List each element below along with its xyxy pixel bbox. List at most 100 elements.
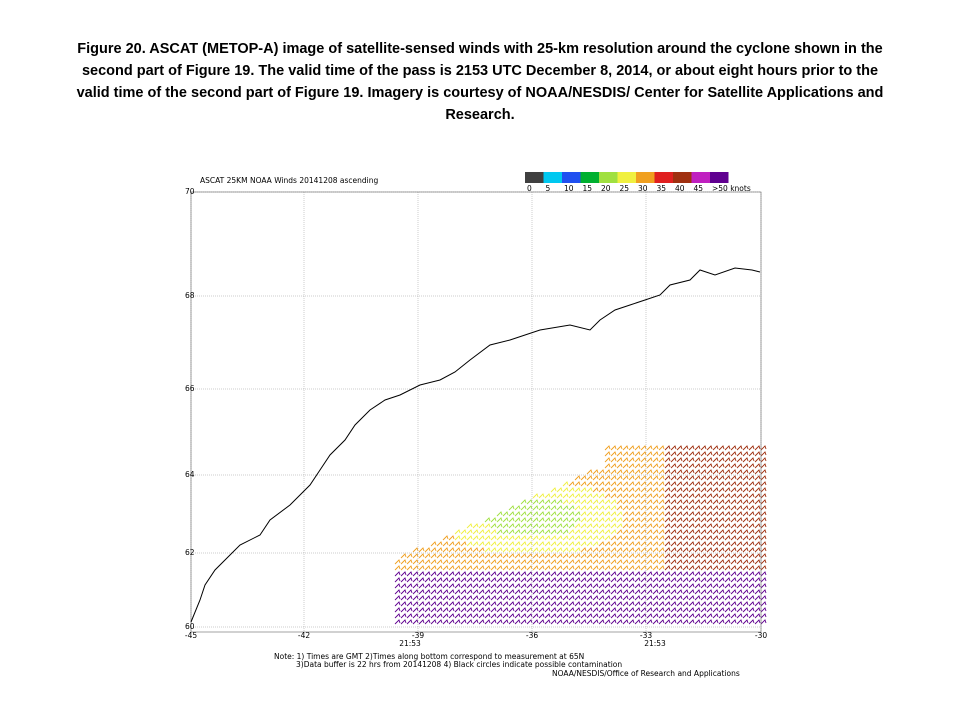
wind-barb — [646, 517, 653, 523]
wind-barb — [562, 541, 569, 547]
wind-barb — [700, 445, 707, 451]
wind-barb — [430, 589, 437, 595]
wind-barb — [694, 517, 701, 523]
wind-barb — [646, 499, 653, 505]
wind-barb — [730, 559, 737, 565]
wind-barb — [706, 613, 713, 619]
wind-barb — [736, 451, 743, 457]
wind-barb — [502, 565, 509, 571]
wind-barb — [760, 547, 767, 553]
wind-barb — [682, 463, 689, 469]
wind-barb — [526, 565, 533, 571]
wind-barb — [556, 517, 563, 523]
wind-barb — [394, 619, 401, 625]
wind-barb — [616, 589, 623, 595]
wind-barb — [604, 523, 611, 529]
wind-barb — [568, 553, 575, 559]
wind-barb — [634, 463, 641, 469]
wind-barb — [562, 511, 569, 517]
wind-barb — [520, 517, 527, 523]
wind-barb — [760, 493, 767, 499]
wind-barb — [688, 607, 695, 613]
wind-barb — [640, 505, 647, 511]
wind-barb — [664, 571, 671, 577]
wind-barb — [748, 565, 755, 571]
wind-barb — [730, 469, 737, 475]
legend-label: 5 — [546, 184, 551, 193]
wind-barb — [628, 559, 635, 565]
wind-barb — [688, 583, 695, 589]
wind-barb — [514, 505, 521, 511]
wind-barb — [706, 547, 713, 553]
wind-barb — [592, 481, 599, 487]
legend-swatch — [617, 172, 636, 183]
wind-barb — [652, 571, 659, 577]
wind-barb — [730, 451, 737, 457]
wind-barb — [436, 547, 443, 553]
wind-barb — [670, 601, 677, 607]
wind-barb — [550, 589, 557, 595]
wind-barb — [466, 619, 473, 625]
wind-barb — [640, 541, 647, 547]
wind-barb — [688, 541, 695, 547]
wind-barb — [460, 529, 467, 535]
wind-barb — [400, 571, 407, 577]
wind-barb — [652, 523, 659, 529]
wind-barb — [532, 499, 539, 505]
wind-barb — [682, 541, 689, 547]
wind-barb — [718, 481, 725, 487]
wind-barb — [682, 619, 689, 625]
wind-barb — [670, 547, 677, 553]
wind-barb — [538, 607, 545, 613]
wind-barb — [646, 457, 653, 463]
wind-barb — [574, 523, 581, 529]
wind-barb — [604, 535, 611, 541]
wind-barb — [736, 547, 743, 553]
wind-barb — [574, 475, 581, 481]
wind-barb — [604, 463, 611, 469]
wind-barb — [460, 595, 467, 601]
wind-barb — [592, 583, 599, 589]
wind-barb — [742, 499, 749, 505]
wind-barb — [556, 601, 563, 607]
wind-barb — [436, 619, 443, 625]
wind-barb — [562, 481, 569, 487]
wind-barb — [760, 463, 767, 469]
wind-barb — [478, 553, 485, 559]
wind-barb — [646, 475, 653, 481]
wind-barb — [754, 445, 761, 451]
wind-barb — [484, 583, 491, 589]
wind-barb — [574, 487, 581, 493]
wind-barb — [658, 619, 665, 625]
wind-barb — [478, 595, 485, 601]
wind-barb — [442, 595, 449, 601]
wind-barb — [646, 511, 653, 517]
wind-barb — [712, 595, 719, 601]
wind-barb — [724, 601, 731, 607]
wind-barb — [574, 511, 581, 517]
wind-barb — [604, 541, 611, 547]
wind-barb — [652, 589, 659, 595]
wind-barb — [526, 571, 533, 577]
wind-barb — [742, 493, 749, 499]
wind-barb — [676, 595, 683, 601]
wind-barb — [640, 565, 647, 571]
wind-barb — [508, 613, 515, 619]
wind-barb — [592, 559, 599, 565]
wind-barb — [622, 613, 629, 619]
wind-barb — [652, 511, 659, 517]
wind-barb — [706, 541, 713, 547]
wind-barb — [664, 577, 671, 583]
wind-barb — [508, 601, 515, 607]
wind-barb — [526, 583, 533, 589]
wind-barb — [628, 565, 635, 571]
wind-barb — [478, 523, 485, 529]
wind-barb — [718, 445, 725, 451]
wind-barb — [754, 529, 761, 535]
wind-barb — [592, 487, 599, 493]
wind-barb — [640, 487, 647, 493]
wind-barb — [724, 487, 731, 493]
wind-barb — [694, 589, 701, 595]
wind-barb — [430, 571, 437, 577]
wind-barb — [400, 589, 407, 595]
